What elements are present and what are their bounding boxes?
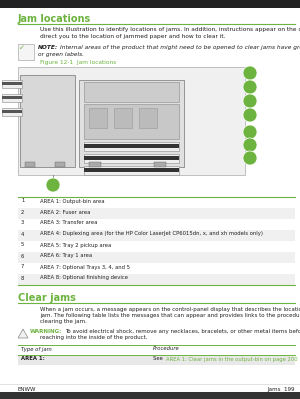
Bar bbox=[2, 96, 22, 99]
Text: !: ! bbox=[22, 330, 24, 336]
Text: AREA 6: Tray 1 area: AREA 6: Tray 1 area bbox=[40, 253, 92, 259]
Text: AREA 1: Clear jams in the output-bin on page 200: AREA 1: Clear jams in the output-bin on … bbox=[166, 356, 298, 361]
Bar bbox=[79, 80, 184, 167]
Bar bbox=[154, 162, 166, 167]
Text: reaching into the inside of the product.: reaching into the inside of the product. bbox=[40, 335, 148, 340]
Text: WARNING:: WARNING: bbox=[30, 329, 62, 334]
Text: When a jam occurs, a message appears on the control-panel display that describes: When a jam occurs, a message appears on … bbox=[40, 307, 300, 312]
Text: 1: 1 bbox=[248, 71, 252, 75]
Text: 5: 5 bbox=[21, 243, 24, 247]
Text: 6: 6 bbox=[21, 253, 24, 259]
Text: Procedure: Procedure bbox=[153, 346, 180, 352]
Text: 8: 8 bbox=[51, 182, 55, 188]
Bar bbox=[18, 274, 295, 285]
Bar bbox=[18, 263, 295, 274]
Bar bbox=[84, 156, 179, 160]
Bar bbox=[84, 104, 179, 139]
Text: 8: 8 bbox=[21, 275, 24, 280]
Bar bbox=[18, 355, 295, 365]
Bar bbox=[2, 108, 22, 116]
Bar bbox=[25, 162, 35, 167]
Bar bbox=[20, 75, 75, 167]
Bar bbox=[84, 166, 179, 175]
Text: AREA 2: Fuser area: AREA 2: Fuser area bbox=[40, 209, 90, 215]
Text: 6: 6 bbox=[248, 142, 252, 148]
Text: 4: 4 bbox=[248, 113, 252, 117]
Circle shape bbox=[243, 80, 257, 94]
Text: Use this illustration to identify locations of jams. In addition, instructions a: Use this illustration to identify locati… bbox=[40, 27, 300, 32]
Text: ✓: ✓ bbox=[19, 45, 25, 51]
Bar bbox=[84, 154, 179, 163]
Circle shape bbox=[46, 178, 60, 192]
Bar bbox=[89, 108, 107, 128]
Text: 5: 5 bbox=[248, 130, 252, 134]
Text: or green labels.: or green labels. bbox=[38, 52, 84, 57]
Text: 7: 7 bbox=[21, 265, 24, 269]
Bar bbox=[89, 162, 101, 167]
Bar bbox=[55, 162, 65, 167]
Bar bbox=[18, 197, 295, 208]
Bar bbox=[114, 108, 132, 128]
Bar bbox=[139, 108, 157, 128]
Bar bbox=[2, 82, 22, 85]
Text: AREA 4: Duplexing area (for the HP Color LaserJet CP6015dn, x, and xh models onl: AREA 4: Duplexing area (for the HP Color… bbox=[40, 231, 263, 237]
Text: 1: 1 bbox=[21, 198, 24, 203]
Text: 2: 2 bbox=[21, 209, 24, 215]
Circle shape bbox=[243, 66, 257, 80]
Text: ENWW: ENWW bbox=[18, 387, 37, 392]
Text: 4: 4 bbox=[21, 231, 24, 237]
Circle shape bbox=[243, 94, 257, 108]
Text: Type of jam: Type of jam bbox=[21, 346, 52, 352]
Text: Clear jams: Clear jams bbox=[18, 293, 76, 303]
Text: AREA 3: Transfer area: AREA 3: Transfer area bbox=[40, 221, 98, 225]
Bar bbox=[18, 252, 295, 263]
Bar bbox=[2, 110, 22, 113]
Text: clearing the jam.: clearing the jam. bbox=[40, 319, 87, 324]
Text: See: See bbox=[153, 356, 164, 361]
Text: AREA 8: Optional finishing device: AREA 8: Optional finishing device bbox=[40, 275, 128, 280]
Text: Jams  199: Jams 199 bbox=[268, 387, 295, 392]
Text: jam. The following table lists the messages that can appear and provides links t: jam. The following table lists the messa… bbox=[40, 313, 300, 318]
Bar bbox=[84, 168, 179, 172]
Bar bbox=[0, 392, 300, 399]
Text: AREA 5: Tray 2 pickup area: AREA 5: Tray 2 pickup area bbox=[40, 243, 111, 247]
Text: AREA 1:: AREA 1: bbox=[21, 356, 45, 361]
Text: Figure 12-1  Jam locations: Figure 12-1 Jam locations bbox=[40, 60, 116, 65]
Bar bbox=[18, 230, 295, 241]
Circle shape bbox=[243, 125, 257, 139]
Bar bbox=[18, 241, 295, 252]
Text: 2: 2 bbox=[248, 85, 252, 89]
Text: To avoid electrical shock, remove any necklaces, bracelets, or other metal items: To avoid electrical shock, remove any ne… bbox=[65, 329, 300, 334]
Bar bbox=[0, 0, 300, 8]
Bar bbox=[2, 94, 22, 102]
Bar bbox=[2, 80, 22, 88]
Bar bbox=[18, 208, 295, 219]
Circle shape bbox=[243, 108, 257, 122]
Bar bbox=[84, 144, 179, 148]
Text: Internal areas of the product that might need to be opened to clear jams have gr: Internal areas of the product that might… bbox=[60, 45, 300, 50]
Circle shape bbox=[243, 151, 257, 165]
Text: AREA 1: Output-bin area: AREA 1: Output-bin area bbox=[40, 198, 104, 203]
Text: NOTE:: NOTE: bbox=[38, 45, 58, 50]
Bar bbox=[18, 67, 245, 175]
Text: 7: 7 bbox=[248, 156, 252, 160]
Bar bbox=[18, 44, 34, 60]
Text: 3: 3 bbox=[21, 221, 24, 225]
Text: direct you to the location of jammed paper and how to clear it.: direct you to the location of jammed pap… bbox=[40, 34, 226, 39]
Bar bbox=[18, 219, 295, 230]
Bar bbox=[84, 82, 179, 102]
Circle shape bbox=[243, 138, 257, 152]
Text: AREA 7: Optional Trays 3, 4, and 5: AREA 7: Optional Trays 3, 4, and 5 bbox=[40, 265, 130, 269]
Text: 3: 3 bbox=[248, 99, 252, 103]
Polygon shape bbox=[18, 329, 28, 338]
Text: Jam locations: Jam locations bbox=[18, 14, 91, 24]
Bar bbox=[84, 142, 179, 151]
